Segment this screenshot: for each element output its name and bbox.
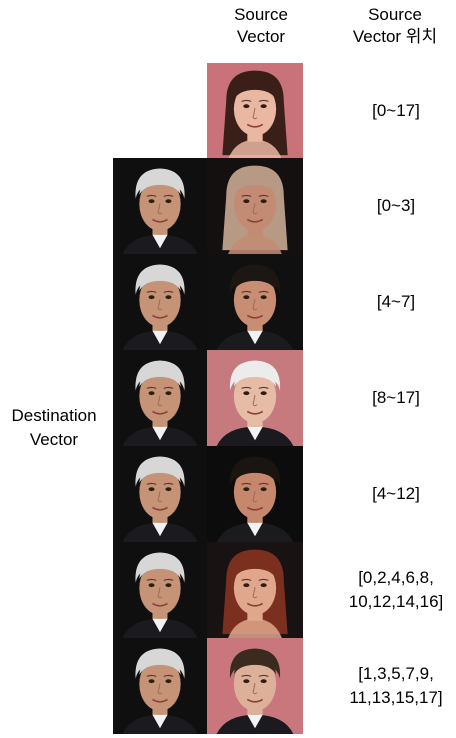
vector-range-label: [4~12] <box>372 484 420 503</box>
vector-range-label: [0~17] <box>372 101 420 120</box>
result-face-image <box>207 350 303 446</box>
source-vector-position-header: Source Vector 위치 <box>352 5 438 46</box>
destination-face-image <box>113 350 207 446</box>
result-face-image <box>207 638 303 734</box>
result-face-image <box>207 446 303 542</box>
destination-face-image <box>113 446 207 542</box>
source-vector-header: Source Vector <box>234 5 288 46</box>
result-face-image <box>207 254 303 350</box>
vector-range-label: [1,3,5,7,9, 11,13,15,17] <box>349 664 443 707</box>
result-face-image <box>207 542 303 638</box>
vector-range-label: [0~3] <box>376 196 416 215</box>
destination-face-image <box>113 638 207 734</box>
destination-face-image <box>113 254 207 350</box>
vector-range-label: [8~17] <box>372 388 420 407</box>
destination-vector-label: Destination Vector <box>11 406 97 449</box>
vector-range-label: [0,2,4,6,8, 10,12,14,16] <box>348 568 444 611</box>
vector-range-label: [4~7] <box>376 292 416 311</box>
source-face-image <box>207 63 303 159</box>
result-face-image <box>207 158 303 254</box>
destination-face-image <box>113 542 207 638</box>
destination-face-image <box>113 158 207 254</box>
